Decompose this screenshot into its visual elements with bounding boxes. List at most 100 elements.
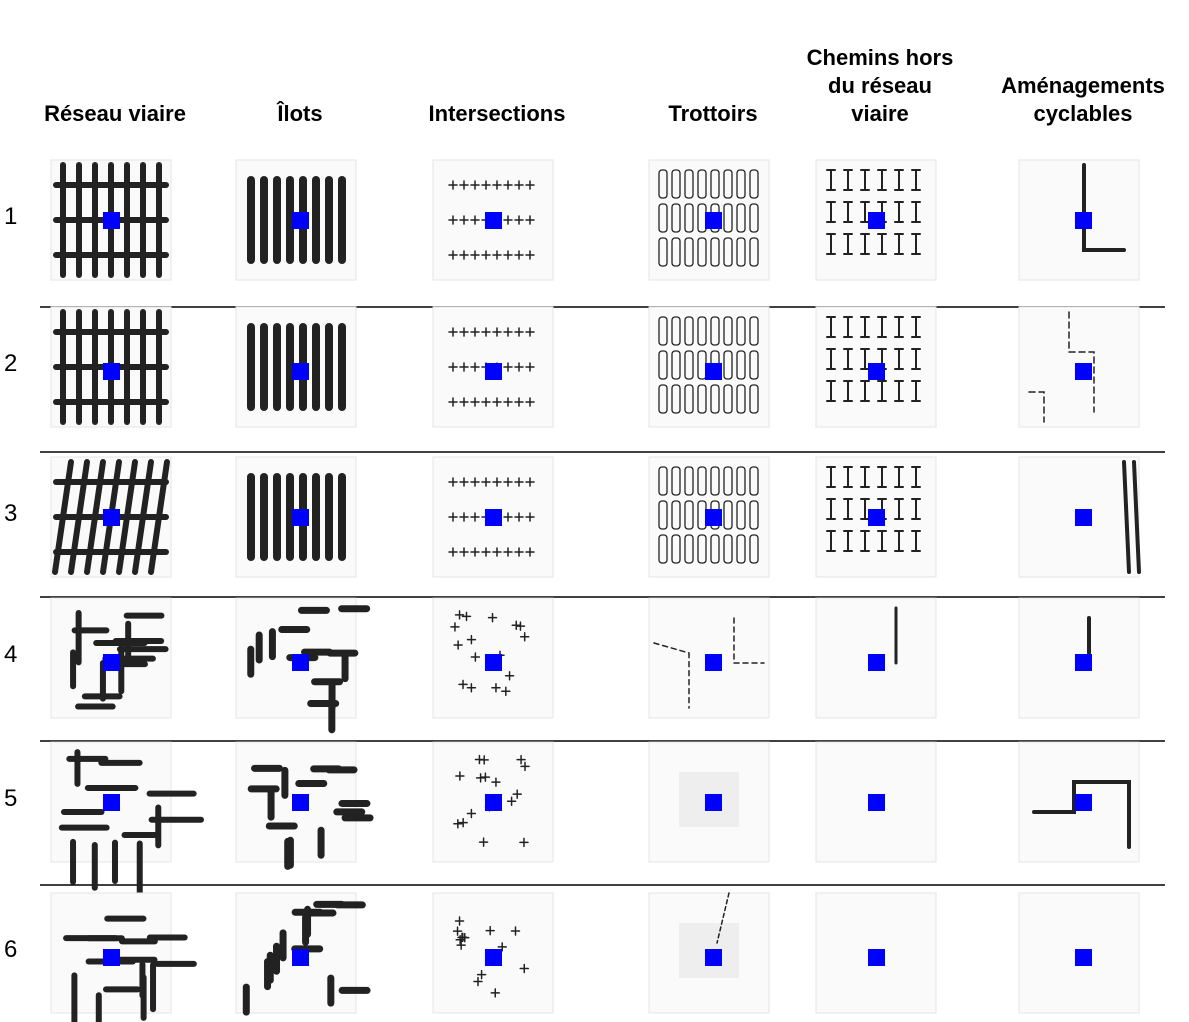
sketch-stroke (470, 327, 480, 337)
sketch-stroke (658, 500, 668, 530)
sketch-stroke (448, 215, 458, 225)
sketch-stroke (506, 796, 517, 807)
sketch-stroke (525, 327, 535, 337)
sketch-stroke (671, 169, 681, 199)
sketch-stroke (697, 316, 707, 346)
sketch-stroke (492, 397, 502, 407)
sketch-stroke (749, 203, 759, 233)
sketch-stroke (697, 466, 707, 496)
sketch-stroke (894, 169, 904, 191)
marker (292, 654, 309, 671)
sketch-stroke (826, 348, 836, 370)
sketch-stroke (448, 362, 458, 372)
sketch-stroke (671, 237, 681, 267)
sketch-stroke (671, 500, 681, 530)
sketch-stroke (503, 180, 513, 190)
sketch-stroke (525, 250, 535, 260)
sketch-stroke (736, 237, 746, 267)
sketch-stroke (723, 237, 733, 267)
column-header: Trottoirs (668, 101, 758, 126)
sketch-stroke (491, 683, 501, 693)
marker (705, 949, 722, 966)
sketch-stroke (671, 203, 681, 233)
sketch-stroke (492, 327, 502, 337)
sketch-stroke (525, 180, 535, 190)
sketch-stroke (448, 397, 458, 407)
sketch-stroke (476, 969, 487, 980)
sketch-stroke (459, 397, 469, 407)
sketch-stroke (470, 250, 480, 260)
sketch-stroke (877, 169, 887, 191)
sketch-stroke (519, 632, 530, 642)
marker (868, 794, 885, 811)
sketch-stroke (453, 818, 463, 829)
sketch-stroke (843, 380, 853, 402)
sketch-stroke (911, 348, 921, 370)
sketch-stroke (478, 837, 489, 847)
sketch-stroke (525, 397, 535, 407)
sketch-stroke (514, 180, 524, 190)
sketch-stroke (911, 201, 921, 223)
sketch-stroke (723, 316, 733, 346)
sketch-stroke (448, 327, 458, 337)
marker (1075, 212, 1092, 229)
sketch-stroke (749, 500, 759, 530)
sketch-stroke (826, 233, 836, 255)
sketch-stroke (723, 466, 733, 496)
marker (868, 949, 885, 966)
sketch-stroke (736, 466, 746, 496)
sketch-stroke (492, 180, 502, 190)
marker (868, 654, 885, 671)
marker (868, 212, 885, 229)
sketch-stroke (877, 316, 887, 338)
sketch-stroke (710, 384, 720, 414)
sketch-stroke (894, 466, 904, 488)
marker (485, 363, 502, 380)
sketch-stroke (492, 250, 502, 260)
sketch-stroke (525, 547, 535, 557)
sketch-stroke (459, 477, 469, 487)
sketch-stroke (860, 201, 870, 223)
sketch-stroke (514, 477, 524, 487)
sketch-stroke (658, 384, 668, 414)
sketch-stroke (894, 201, 904, 223)
marker (705, 363, 722, 380)
sketch-stroke (459, 215, 469, 225)
sketch-stroke (843, 466, 853, 488)
sketch-frame (648, 159, 770, 281)
sketch-stroke (511, 620, 521, 631)
sketch-stroke (826, 380, 836, 402)
sketch-stroke (503, 547, 513, 557)
sketch-stroke (826, 169, 836, 191)
sketch-stroke (736, 169, 746, 199)
sketch-stroke (658, 237, 668, 267)
sketch-stroke (894, 348, 904, 370)
sketch-stroke (911, 498, 921, 520)
sketch-stroke (481, 397, 491, 407)
sketch-stroke (877, 233, 887, 255)
sketch-stroke (826, 498, 836, 520)
sketch-stroke (514, 327, 524, 337)
marker (485, 794, 502, 811)
column-header: Chemins hors du réseau viaire (806, 45, 954, 126)
sketch-stroke (520, 761, 530, 772)
sketch-stroke (749, 316, 759, 346)
marker (485, 654, 502, 671)
sketch-stroke (459, 512, 469, 522)
sketch-stroke (519, 837, 529, 848)
sketch-stroke (843, 498, 853, 520)
sketch-stroke (684, 384, 694, 414)
sketch-stroke (860, 316, 870, 338)
marker (705, 654, 722, 671)
sketch-stroke (455, 771, 465, 781)
sketch-stroke (843, 530, 853, 552)
sketch-stroke (911, 380, 921, 402)
sketch-stroke (453, 640, 463, 650)
sketch-stroke (697, 169, 707, 199)
sketch-stroke (503, 215, 513, 225)
sketch-stroke (515, 621, 526, 631)
sketch-stroke (894, 498, 904, 520)
sketch-stroke (723, 169, 733, 199)
sketch-stroke (697, 534, 707, 564)
sketch-stroke (501, 686, 511, 697)
